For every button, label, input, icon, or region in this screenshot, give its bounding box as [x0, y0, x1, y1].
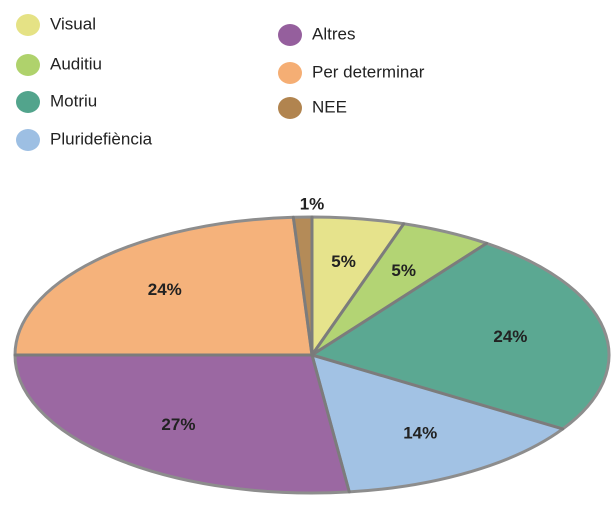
- value-label: 24%: [493, 327, 527, 346]
- value-label: 24%: [148, 280, 182, 299]
- value-label: 1%: [300, 194, 325, 213]
- legend-label: Motriu: [50, 91, 97, 110]
- legend-swatch: [278, 97, 302, 119]
- pie-slice: [13, 215, 314, 357]
- value-label: 5%: [391, 261, 416, 280]
- pie-slice: [310, 353, 565, 494]
- pie-slice: [291, 215, 314, 357]
- legend-label: Pluridefiència: [50, 129, 153, 148]
- legend-swatch: [16, 129, 40, 151]
- legend-label: Per determinar: [312, 62, 425, 81]
- legend-swatch: [278, 24, 302, 46]
- pie-slice: [13, 353, 351, 495]
- legend-label: NEE: [312, 97, 347, 116]
- value-label: 14%: [403, 424, 437, 443]
- legend-label: Visual: [50, 14, 96, 33]
- value-label: 27%: [161, 415, 195, 434]
- pie-slice: [310, 241, 611, 431]
- legend-label: Altres: [312, 24, 355, 43]
- legend-swatch: [16, 14, 40, 36]
- legend-swatch: [16, 91, 40, 113]
- legend-label: Auditiu: [50, 54, 102, 73]
- value-label: 5%: [331, 252, 356, 271]
- legend-swatch: [278, 62, 302, 84]
- legend-swatch: [16, 54, 40, 76]
